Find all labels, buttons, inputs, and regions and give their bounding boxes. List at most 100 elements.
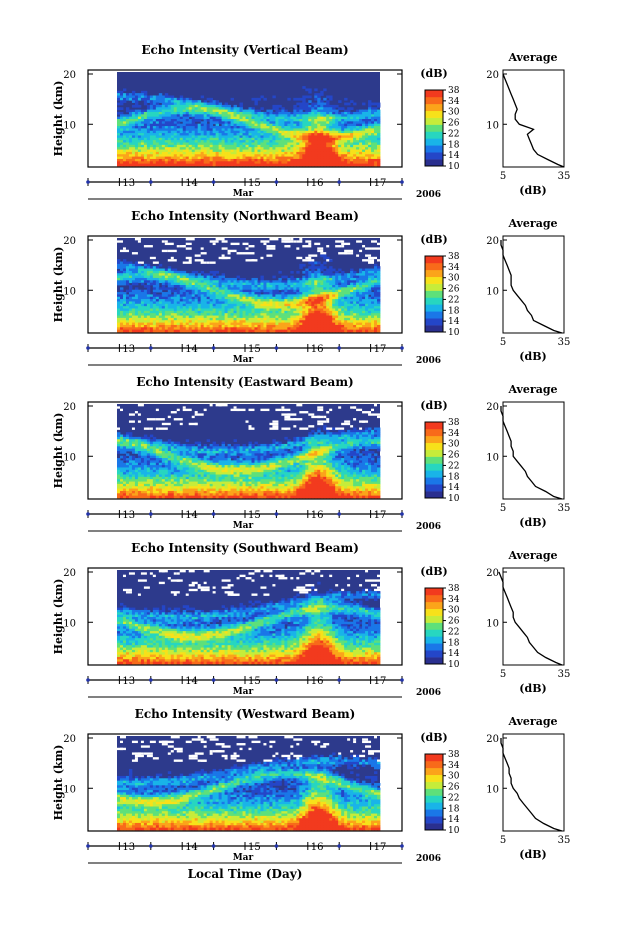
heatmap-cell <box>341 143 344 146</box>
heatmap-cell <box>183 100 186 103</box>
heatmap-cell <box>326 124 329 127</box>
heatmap-cell <box>141 93 144 96</box>
heatmap-cell <box>335 271 338 274</box>
heatmap-cell <box>350 318 353 321</box>
heatmap-cell <box>120 292 123 295</box>
heatmap-cell <box>341 285 344 288</box>
heatmap-cell <box>320 119 323 122</box>
heatmap-cell <box>344 147 347 150</box>
heatmap-cell <box>147 292 150 295</box>
heatmap-cell <box>335 133 338 136</box>
heatmap-cell <box>308 313 311 316</box>
heatmap-cell <box>222 299 225 302</box>
heatmap-cell <box>299 150 302 153</box>
heatmap-cell <box>353 327 356 330</box>
heatmap-cell <box>341 276 344 279</box>
heatmap-cell <box>129 313 132 316</box>
heatmap-cell <box>174 269 177 272</box>
heatmap-cell <box>126 150 129 153</box>
heatmap-cell <box>311 135 314 138</box>
heatmap-cell <box>210 100 213 103</box>
heatmap-gap <box>117 428 120 430</box>
heatmap-cell <box>311 145 314 148</box>
heatmap-cell <box>305 140 308 143</box>
heatmap-cell <box>329 152 332 155</box>
heatmap-cell <box>234 143 237 146</box>
heatmap-cell <box>284 152 287 155</box>
heatmap-cell <box>314 285 317 288</box>
heatmap-cell <box>144 138 147 141</box>
heatmap-cell <box>368 323 371 326</box>
heatmap-cell <box>362 128 365 131</box>
heatmap-cell <box>341 311 344 314</box>
heatmap-cell <box>174 283 177 286</box>
heatmap-cell <box>254 159 257 162</box>
heatmap-cell <box>371 287 374 290</box>
heatmap-cell <box>213 164 216 167</box>
heatmap-cell <box>374 143 377 146</box>
heatmap-cell <box>377 299 380 302</box>
heatmap-cell <box>207 290 210 293</box>
heatmap-cell <box>266 124 269 127</box>
heatmap-cell <box>120 283 123 286</box>
heatmap-cell <box>120 161 123 164</box>
heatmap-cell <box>290 119 293 122</box>
heatmap-cell <box>216 292 219 295</box>
heatmap-cell <box>231 110 234 113</box>
heatmap-cell <box>177 325 180 328</box>
heatmap-cell <box>150 301 153 304</box>
heatmap-cell <box>198 323 201 326</box>
heatmap-cell <box>156 287 159 290</box>
heatmap-cell <box>186 323 189 326</box>
heatmap-cell <box>308 323 311 326</box>
heatmap-cell <box>266 121 269 124</box>
heatmap-cell <box>210 271 213 274</box>
heatmap-cell <box>144 271 147 274</box>
heatmap-cell <box>284 157 287 160</box>
heatmap-cell <box>305 133 308 136</box>
heatmap-cell <box>237 117 240 120</box>
heatmap-cell <box>266 140 269 143</box>
heatmap-cell <box>147 107 150 110</box>
heatmap-cell <box>117 313 120 316</box>
heatmap-cell <box>183 164 186 167</box>
heatmap-cell <box>377 159 380 162</box>
heatmap-cell <box>120 320 123 323</box>
heatmap-cell <box>320 316 323 319</box>
heatmap-cell <box>198 292 201 295</box>
heatmap-cell <box>144 119 147 122</box>
heatmap-cell <box>132 121 135 124</box>
heatmap-cell <box>284 285 287 288</box>
heatmap-cell <box>296 283 299 286</box>
heatmap-cell <box>374 306 377 309</box>
heatmap-cell <box>186 273 189 276</box>
heatmap-cell <box>281 133 284 136</box>
heatmap-cell <box>320 285 323 288</box>
heatmap-cell <box>192 133 195 136</box>
heatmap-cell <box>275 133 278 136</box>
heatmap-cell <box>249 114 252 117</box>
heatmap-cell <box>192 110 195 113</box>
heatmap-cell <box>368 320 371 323</box>
heatmap-cell <box>150 143 153 146</box>
heatmap-cell <box>228 278 231 281</box>
heatmap-cell <box>240 299 243 302</box>
heatmap-cell <box>120 143 123 146</box>
heatmap-cell <box>350 278 353 281</box>
heatmap-cell <box>213 131 216 134</box>
heatmap-cell <box>165 269 168 272</box>
heatmap-cell <box>374 119 377 122</box>
heatmap-cell <box>195 276 198 279</box>
heatmap-cell <box>246 112 249 115</box>
heatmap-cell <box>266 299 269 302</box>
heatmap-cell <box>162 320 165 323</box>
heatmap-cell <box>332 285 335 288</box>
heatmap-cell <box>123 147 126 150</box>
heatmap-cell <box>272 290 275 293</box>
heatmap-cell <box>269 327 272 330</box>
heatmap-cell <box>195 135 198 138</box>
heatmap-cell <box>213 290 216 293</box>
heatmap-cell <box>138 110 141 113</box>
heatmap-cell <box>183 150 186 153</box>
heatmap-cell <box>266 133 269 136</box>
